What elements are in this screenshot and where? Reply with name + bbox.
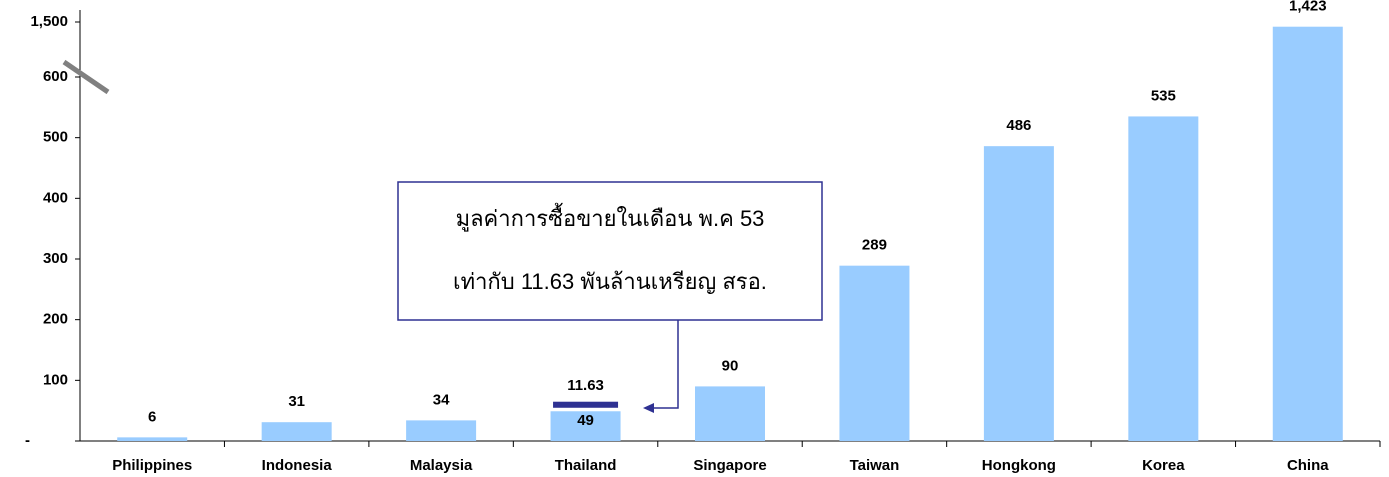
x-tick-label: China	[1287, 457, 1329, 474]
annotation-arrow	[652, 320, 679, 409]
data-label: 486	[1006, 117, 1031, 134]
x-tick-label: Malaysia	[410, 457, 473, 474]
bar	[406, 420, 477, 441]
annotation-line: มูลค่าการซื้อขายในเดือน พ.ค 53	[456, 203, 765, 232]
y-tick-label: 500	[43, 129, 68, 146]
data-label: 1,423	[1289, 0, 1327, 15]
data-label: 49	[577, 412, 594, 429]
annotation-box	[397, 181, 823, 321]
data-label: 289	[862, 237, 887, 254]
bar-segment	[552, 400, 620, 409]
y-tick-label: 100	[43, 371, 68, 388]
bar	[839, 265, 910, 441]
x-tick-label: Indonesia	[262, 457, 333, 474]
y-tick-label: 600	[43, 68, 68, 85]
bar	[117, 437, 188, 441]
y-tick-label: 200	[43, 311, 68, 328]
x-tick-label: Taiwan	[850, 457, 900, 474]
x-tick-label: Korea	[1142, 457, 1185, 474]
data-label: 535	[1151, 87, 1176, 104]
bar	[983, 146, 1054, 441]
axis-break	[62, 59, 110, 95]
data-label: 34	[433, 391, 450, 408]
x-tick-label: Philippines	[112, 457, 192, 474]
y-tick-label: 1,500	[30, 13, 68, 30]
y-tick-label: 400	[43, 189, 68, 206]
data-label: 31	[288, 393, 305, 410]
data-label: 90	[722, 357, 739, 374]
bar	[550, 411, 621, 441]
x-tick-label: Hongkong	[982, 457, 1056, 474]
arrow-head	[643, 403, 654, 413]
x-tick-label: Thailand	[555, 457, 617, 474]
y-tick-label: -	[25, 432, 30, 449]
bar	[261, 422, 332, 441]
bar	[695, 386, 765, 441]
data-label: 6	[148, 408, 156, 425]
x-tick-label: Singapore	[693, 457, 766, 474]
bar	[1272, 26, 1343, 441]
bar	[1128, 116, 1199, 441]
y-tick-label: 300	[43, 250, 68, 267]
annotation-line: เท่ากับ 11.63 พันล้านเหรียญ สรอ.	[453, 269, 767, 294]
data-label: 11.63	[567, 377, 604, 394]
